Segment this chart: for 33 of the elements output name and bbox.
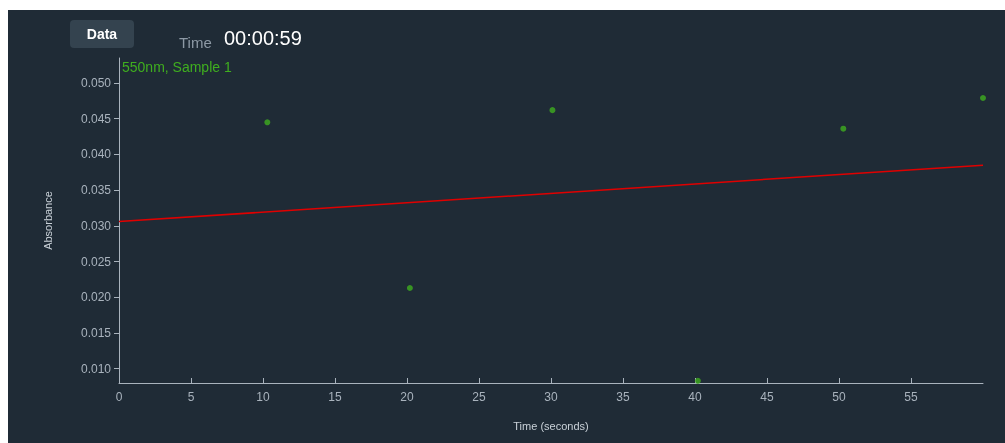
x-tick-label: 50 <box>832 390 846 404</box>
y-tick-label: 0.025 <box>80 254 112 269</box>
point <box>406 285 413 291</box>
point <box>694 377 701 384</box>
y-tick-label: 0.015 <box>80 326 112 340</box>
y-tick-label: 0.030 <box>80 218 112 233</box>
y-tick-label: 0.035 <box>80 183 112 198</box>
x-axis-title: Time (seconds) <box>513 419 589 432</box>
x-tick-label: 5 <box>187 390 195 404</box>
x-tick-label: 25 <box>472 390 486 404</box>
x-tick-label: 35 <box>616 390 630 404</box>
x-tick-label: 45 <box>760 390 774 404</box>
text: 550nm, Sample 1 <box>122 59 232 75</box>
x-tick-label: 20 <box>400 390 414 404</box>
y-tick-label: 0.010 <box>80 361 112 376</box>
text: 00:00:59 <box>224 27 302 50</box>
data-button: Data <box>70 20 134 48</box>
x-tick-label: 15 <box>328 390 342 404</box>
point <box>840 125 847 132</box>
y-tick-label: 0.045 <box>80 111 112 126</box>
y-tick-label: 0.040 <box>80 147 112 162</box>
x-tick-label: 40 <box>688 390 702 404</box>
x-tick-label: 10 <box>256 390 270 404</box>
y-axis-title: Absorbance <box>41 191 54 250</box>
point <box>549 107 556 114</box>
y-tick-label: 0.050 <box>80 76 112 90</box>
point <box>980 95 986 101</box>
x-tick-label: 55 <box>904 390 918 404</box>
x-tick-label: 30 <box>544 390 558 404</box>
text: Time <box>179 34 212 51</box>
point <box>264 119 271 126</box>
x-tick-label: 0 <box>115 390 123 404</box>
y-tick-label: 0.020 <box>80 290 112 305</box>
